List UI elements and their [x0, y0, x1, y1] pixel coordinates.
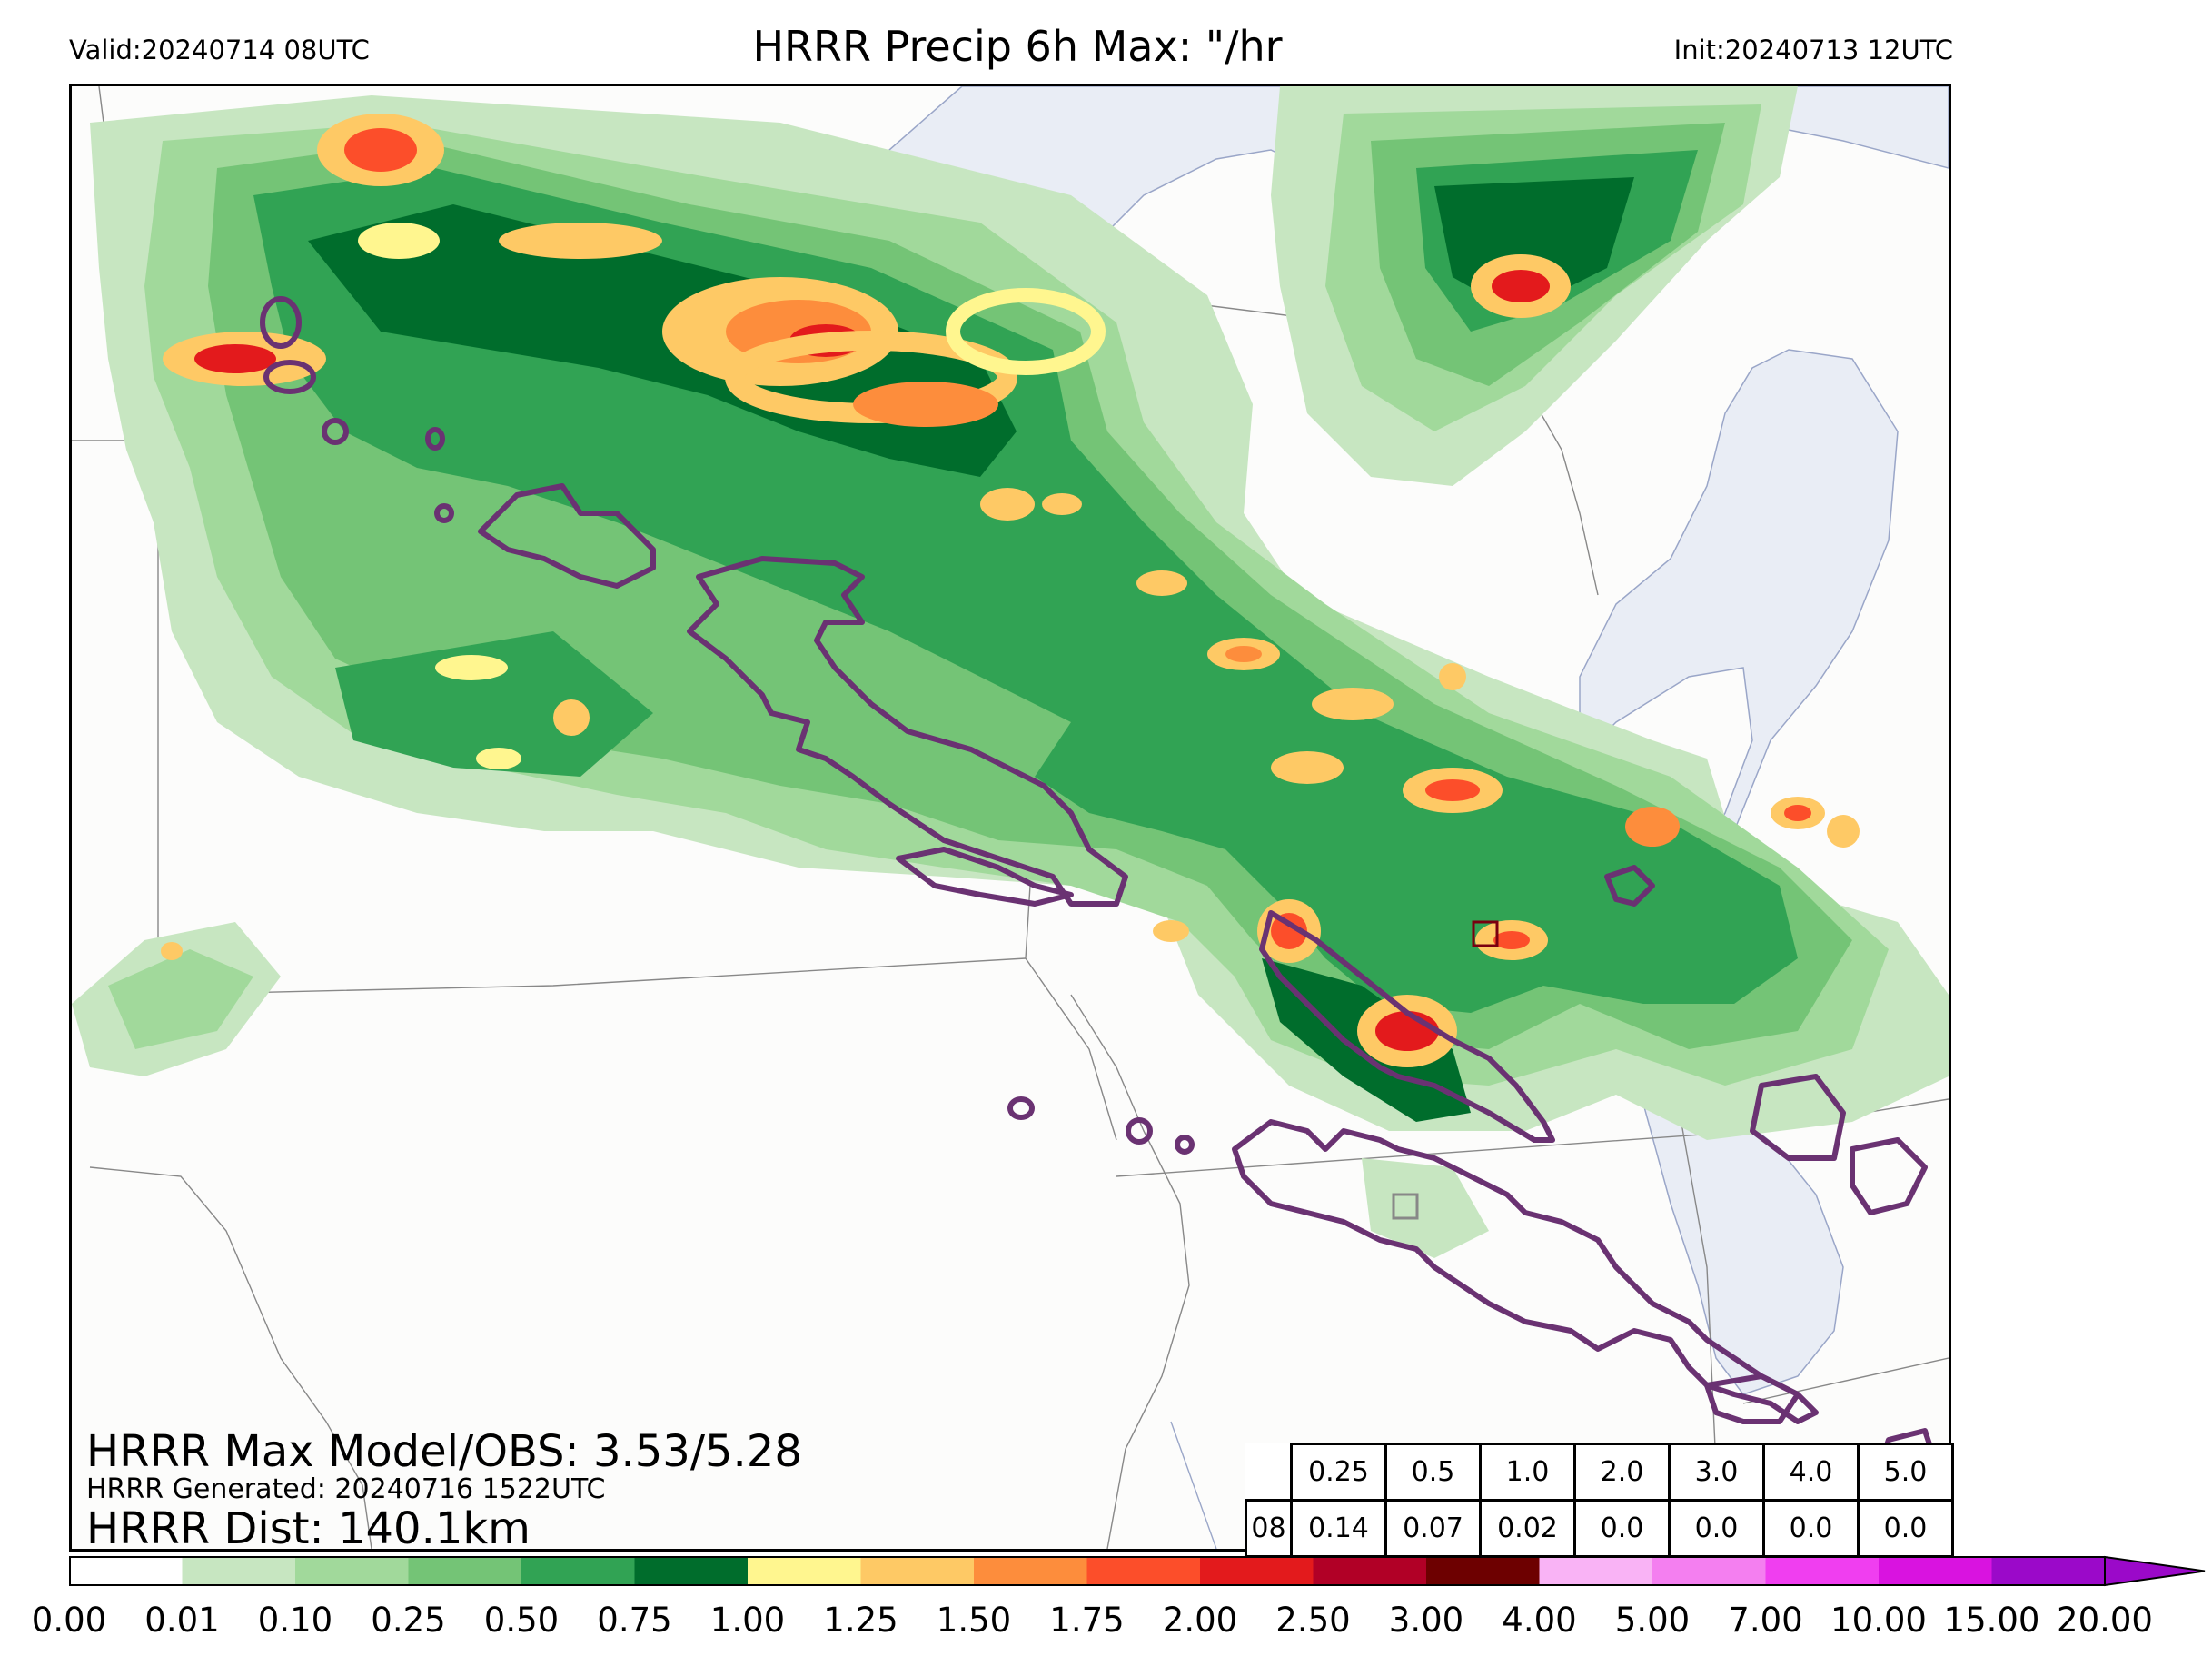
value-cell: 0.07: [1384, 1499, 1482, 1558]
model-max-marker: [1392, 1193, 1419, 1220]
threshold-cell: 3.0: [1668, 1443, 1765, 1502]
value-row: 08 0.14 0.07 0.02 0.0 0.0 0.0 0.0: [1245, 1499, 1954, 1558]
colorbar-segment: [408, 1557, 521, 1585]
colorbar-tick-label: 2.50: [1275, 1601, 1351, 1640]
valid-time-label: Valid:20240714 08UTC: [69, 35, 370, 65]
colorbar-segment: [748, 1557, 861, 1585]
threshold-cell: 0.5: [1384, 1443, 1482, 1502]
colorbar-segment: [1200, 1557, 1314, 1585]
value-cell: 0.0: [1857, 1499, 1954, 1558]
colorbar-segment: [1991, 1557, 2105, 1585]
colorbar-segment: [1313, 1557, 1426, 1585]
value-cell: 0.02: [1479, 1499, 1576, 1558]
max-model-obs-label: HRRR Max Model/OBS: 3.53/5.28: [86, 1426, 802, 1477]
colorbar-tick-label: 1.75: [1049, 1601, 1125, 1640]
threshold-cell: 5.0: [1857, 1443, 1954, 1502]
colorbar-tick-label: 15.00: [1943, 1601, 2040, 1640]
colorbar-segment: [1765, 1557, 1879, 1585]
colorbar-tick-label: 0.75: [597, 1601, 672, 1640]
colorbar-segment: [69, 1557, 183, 1585]
hour-cell: 08: [1245, 1499, 1293, 1558]
colorbar-tick-label: 0.25: [371, 1601, 446, 1640]
colorbar-tick-label: 2.00: [1162, 1601, 1238, 1640]
colorbar-segment: [1086, 1557, 1200, 1585]
colorbar-segment: [974, 1557, 1087, 1585]
init-time-label: Init:20240713 12UTC: [1673, 35, 1953, 65]
colorbar-tick-label: 0.01: [144, 1601, 220, 1640]
observed-contours: [260, 296, 1937, 1479]
generated-label: HRRR Generated: 20240716 1522UTC: [86, 1473, 606, 1505]
colorbar-tick-label: 0.50: [483, 1601, 560, 1640]
lake-michigan: [1579, 349, 1899, 1395]
colorbar-tick-label: 5.00: [1614, 1601, 1691, 1640]
observed-max-marker: [1472, 920, 1499, 947]
colorbar-segment: [1879, 1557, 1992, 1585]
colorbar-tick-label: 1.00: [709, 1601, 786, 1640]
precip-map[interactable]: [69, 84, 1951, 1552]
colorbar-tick-label: 4.00: [1502, 1601, 1577, 1640]
colorbar-tick-label: 1.25: [823, 1601, 898, 1640]
colorbar-extend-arrow: [2104, 1555, 2206, 1587]
threshold-cell: 1.0: [1479, 1443, 1576, 1502]
map-title: HRRR Precip 6h Max: "/hr: [752, 22, 1283, 71]
colorbar-tick-label: 20.00: [2057, 1601, 2153, 1640]
map-canvas: [72, 86, 1949, 1549]
colorbar-segment: [295, 1557, 409, 1585]
colorbar-tick-label: 10.00: [1830, 1601, 1927, 1640]
value-cell: 0.14: [1290, 1499, 1387, 1558]
colorbar-tick-label: 3.00: [1388, 1601, 1464, 1640]
colorbar-segment: [182, 1557, 295, 1585]
colorbar-outline: [69, 1556, 2106, 1586]
colorbar-tick-label: 7.00: [1728, 1601, 1803, 1640]
colorbar-tick-label: 0.00: [31, 1601, 107, 1640]
colorbar-segment: [634, 1557, 748, 1585]
threshold-stats-table: 0.25 0.5 1.0 2.0 3.0 4.0 5.0 08 0.14 0.0…: [1245, 1443, 1954, 1558]
colorbar-segment: [1652, 1557, 1766, 1585]
threshold-cell: 4.0: [1762, 1443, 1860, 1502]
colorbar-tick-label: 1.50: [936, 1601, 1012, 1640]
threshold-cell: 2.0: [1573, 1443, 1671, 1502]
value-cell: 0.0: [1668, 1499, 1765, 1558]
colorbar-segment: [1426, 1557, 1540, 1585]
colorbar-segment: [521, 1557, 635, 1585]
value-cell: 0.0: [1573, 1499, 1671, 1558]
colorbar: [69, 1555, 2206, 1587]
distance-label: HRRR Dist: 140.1km: [86, 1503, 531, 1554]
threshold-row: 0.25 0.5 1.0 2.0 3.0 4.0 5.0: [1246, 1443, 1954, 1502]
threshold-cell: 0.25: [1290, 1443, 1387, 1502]
value-cell: 0.0: [1762, 1499, 1860, 1558]
colorbar-segment: [1539, 1557, 1652, 1585]
colorbar-tick-label: 0.10: [257, 1601, 333, 1640]
colorbar-segment: [860, 1557, 974, 1585]
